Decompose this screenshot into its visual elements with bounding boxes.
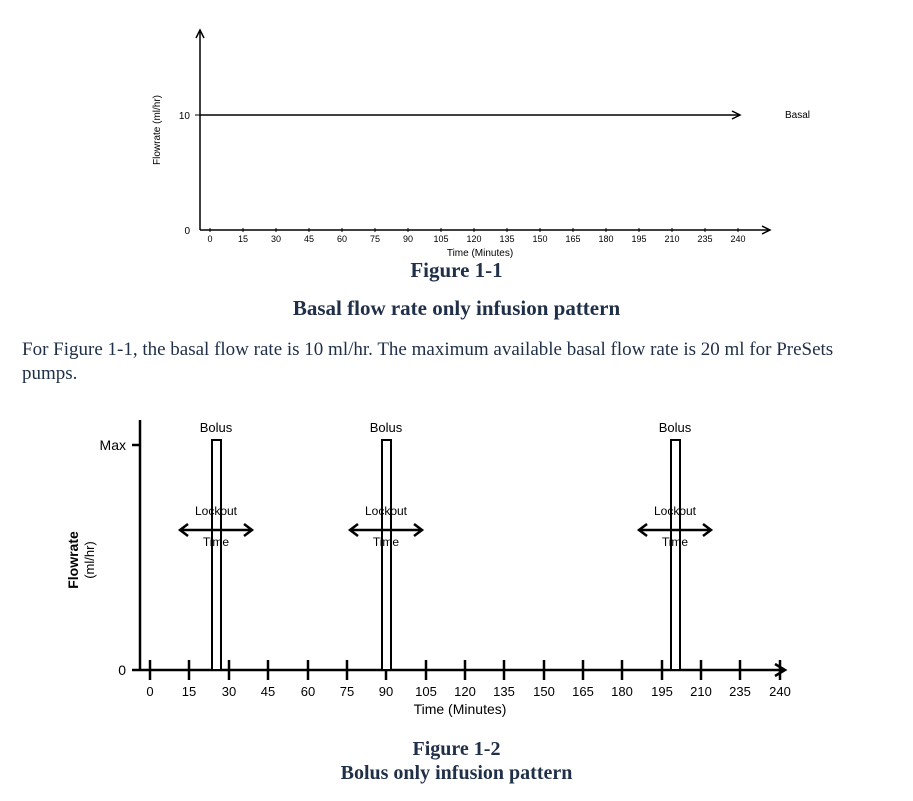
svg-text:0: 0 bbox=[207, 234, 212, 244]
fig2-ylabel-2: (ml/hr) bbox=[82, 541, 97, 579]
fig1-caption-number: Figure 1-1 bbox=[0, 258, 913, 283]
fig2-caption-title: Bolus only infusion pattern bbox=[0, 762, 913, 785]
fig2-xlabel: Time (Minutes) bbox=[414, 701, 507, 717]
svg-text:Lockout: Lockout bbox=[195, 504, 238, 518]
svg-text:180: 180 bbox=[598, 234, 613, 244]
svg-text:165: 165 bbox=[572, 684, 594, 699]
svg-text:105: 105 bbox=[433, 234, 448, 244]
svg-text:Lockout: Lockout bbox=[654, 504, 697, 518]
svg-text:Lockout: Lockout bbox=[365, 504, 408, 518]
svg-text:30: 30 bbox=[222, 684, 236, 699]
fig1-caption-title: Basal flow rate only infusion pattern bbox=[0, 296, 913, 321]
fig1-basal-label: Basal bbox=[785, 110, 810, 121]
fig2-ytick-max: Max bbox=[100, 437, 126, 453]
figure-1-2-chart: 0 Max Flowrate (ml/hr) bbox=[60, 400, 820, 720]
fig1-xticks: 0 15 30 45 60 75 90 105 120 135 150 165 … bbox=[207, 234, 745, 244]
svg-text:60: 60 bbox=[337, 234, 347, 244]
fig2-ylabel-1: Flowrate bbox=[65, 531, 81, 589]
fig2-bolus-bars bbox=[212, 440, 680, 670]
svg-text:45: 45 bbox=[304, 234, 314, 244]
svg-text:Time: Time bbox=[373, 535, 400, 549]
paragraph-1: For Figure 1-1, the basal flow rate is 1… bbox=[22, 338, 892, 386]
svg-text:15: 15 bbox=[182, 684, 196, 699]
fig2-lockout-group: Lockout Time Lockout Time Lockout Time bbox=[180, 504, 711, 549]
svg-text:Bolus: Bolus bbox=[659, 420, 692, 435]
svg-text:210: 210 bbox=[690, 684, 712, 699]
svg-text:165: 165 bbox=[565, 234, 580, 244]
svg-text:75: 75 bbox=[370, 234, 380, 244]
svg-text:Time: Time bbox=[662, 535, 689, 549]
svg-text:90: 90 bbox=[379, 684, 393, 699]
svg-text:240: 240 bbox=[769, 684, 791, 699]
svg-text:Time: Time bbox=[203, 535, 230, 549]
fig1-ytick-0: 0 bbox=[184, 226, 190, 237]
svg-text:180: 180 bbox=[611, 684, 633, 699]
svg-text:235: 235 bbox=[729, 684, 751, 699]
svg-text:195: 195 bbox=[631, 234, 646, 244]
svg-text:135: 135 bbox=[493, 684, 515, 699]
svg-text:Bolus: Bolus bbox=[370, 420, 403, 435]
fig2-bolus-labels: Bolus Bolus Bolus bbox=[200, 420, 692, 435]
fig2-xticks: 0 15 30 45 60 75 90 105 120 135 150 165 … bbox=[146, 684, 790, 699]
svg-text:90: 90 bbox=[403, 234, 413, 244]
page: 10 0 0 15 30 45 60 75 90 105 120 135 150… bbox=[0, 0, 913, 801]
svg-text:60: 60 bbox=[301, 684, 315, 699]
svg-text:120: 120 bbox=[466, 234, 481, 244]
svg-text:120: 120 bbox=[454, 684, 476, 699]
fig1-ylabel: Flowrate (ml/hr) bbox=[152, 95, 163, 165]
svg-text:195: 195 bbox=[651, 684, 673, 699]
svg-text:0: 0 bbox=[146, 684, 153, 699]
svg-text:135: 135 bbox=[499, 234, 514, 244]
svg-text:Bolus: Bolus bbox=[200, 420, 233, 435]
fig2-caption-number: Figure 1-2 bbox=[0, 738, 913, 761]
svg-text:15: 15 bbox=[238, 234, 248, 244]
svg-text:150: 150 bbox=[532, 234, 547, 244]
svg-text:45: 45 bbox=[261, 684, 275, 699]
svg-text:240: 240 bbox=[730, 234, 745, 244]
svg-text:75: 75 bbox=[340, 684, 354, 699]
svg-text:105: 105 bbox=[415, 684, 437, 699]
svg-text:150: 150 bbox=[533, 684, 555, 699]
svg-text:210: 210 bbox=[664, 234, 679, 244]
figure-1-1-chart: 10 0 0 15 30 45 60 75 90 105 120 135 150… bbox=[130, 0, 830, 260]
fig1-ytick-10: 10 bbox=[179, 111, 191, 122]
svg-text:235: 235 bbox=[697, 234, 712, 244]
svg-text:30: 30 bbox=[271, 234, 281, 244]
fig2-ytick-0: 0 bbox=[118, 662, 126, 678]
